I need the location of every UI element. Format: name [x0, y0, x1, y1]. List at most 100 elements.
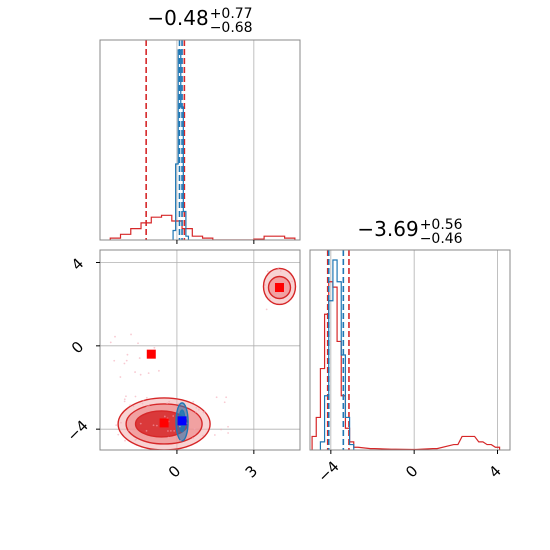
scatter-point	[146, 405, 149, 408]
title-param-1-value: −3.69	[357, 217, 419, 241]
axes-frame-b	[99, 249, 301, 451]
scatter-point	[279, 270, 282, 272]
scatter-point	[215, 396, 218, 399]
marker-series-0-0	[274, 283, 284, 292]
scatter-point	[266, 270, 269, 273]
scatter-point	[123, 400, 126, 403]
scatter-point	[125, 395, 127, 398]
scatter-point	[192, 400, 195, 403]
tick-label-p1-x-0: −4	[314, 457, 342, 485]
scatter-point	[197, 408, 200, 411]
scatter-point	[120, 421, 122, 424]
tick-label-p1-y-0: −4	[63, 417, 91, 445]
scatter-point	[113, 359, 116, 362]
marker-series-1-0	[177, 416, 187, 426]
scatter-point	[145, 396, 148, 399]
scatter-point	[114, 335, 116, 338]
scatter-point	[279, 292, 282, 295]
scatter-point	[158, 369, 160, 372]
title-param-0: −0.48 +0.77 −0.68	[110, 6, 290, 35]
scatter-point	[195, 406, 198, 409]
tick-label-p1-x-2: 4	[485, 462, 504, 481]
scatter-point	[277, 267, 280, 270]
scatter-point	[153, 346, 156, 349]
scatter-point	[152, 424, 155, 427]
scatter-point	[192, 437, 194, 440]
scatter-point	[141, 402, 144, 405]
scatter-point	[124, 439, 126, 442]
scatter-point	[130, 430, 133, 433]
scatter-point	[129, 404, 132, 407]
scatter-point	[132, 405, 135, 408]
histogram-panel-param-1: −4 0 4	[309, 249, 511, 486]
tick-label-p1-y-2: 4	[68, 254, 87, 273]
scatter-point	[170, 429, 172, 432]
scatter-point	[163, 415, 166, 418]
scatter-point	[283, 288, 286, 291]
title-param-0-minus: −0.68	[209, 19, 253, 36]
scatter-point	[268, 297, 271, 300]
histogram-p1-series-1	[319, 259, 355, 450]
scatter-point	[291, 280, 293, 283]
scatter-point	[139, 422, 142, 425]
title-param-0-plus: +0.77	[209, 5, 253, 22]
scatter-point	[172, 415, 175, 417]
scatter-point	[179, 425, 181, 428]
scatter-point	[227, 425, 229, 428]
axes-frame-c	[309, 249, 511, 451]
scatter-point	[166, 402, 169, 405]
scatter-point	[139, 373, 142, 376]
tick-label-p1-x-1: 0	[402, 462, 421, 481]
scatter-point	[117, 433, 120, 436]
scatter-point	[168, 400, 171, 403]
scatter-point	[194, 411, 197, 413]
scatter-point	[167, 430, 169, 432]
scatter-point	[134, 395, 137, 398]
histogram-p1-series-0	[311, 281, 501, 450]
scatter-point	[220, 428, 222, 431]
scatter-point	[213, 434, 216, 436]
scatter-point	[203, 410, 206, 413]
scatter-point	[119, 376, 122, 378]
contour-group	[109, 267, 297, 450]
scatter-panel-param-0-vs-param-1: 0 3 −4 0 4	[63, 249, 301, 481]
title-param-1-plus: +0.56	[419, 216, 463, 233]
marker-series-0-1	[146, 349, 156, 359]
histogram-p0-series-0	[109, 214, 296, 240]
tick-label-p1-y-1: 0	[68, 338, 87, 357]
scatter-point	[265, 308, 268, 311]
scatter-point	[193, 427, 196, 430]
scatter-point	[125, 359, 128, 362]
scatter-point	[128, 420, 131, 423]
scatter-point	[115, 424, 118, 427]
scatter-point	[155, 424, 158, 427]
scatter-point	[167, 436, 170, 439]
scatter-point	[142, 400, 145, 403]
scatter-point	[128, 429, 130, 432]
scatter-point	[202, 411, 205, 414]
scatter-point	[147, 372, 150, 375]
marker-series-0-2	[159, 418, 169, 428]
histogram-panel-param-0	[99, 39, 301, 244]
scatter-point	[276, 294, 279, 297]
scatter-point	[137, 342, 139, 345]
scatter-point	[126, 353, 129, 356]
scatter-point	[145, 429, 148, 432]
scatter-point	[264, 284, 266, 286]
title-param-0-value: −0.48	[147, 6, 209, 30]
scatter-point	[202, 434, 204, 437]
scatter-point	[109, 341, 112, 344]
scatter-point	[173, 429, 176, 432]
scatter-point	[193, 433, 196, 436]
tick-label-p0-0: 0	[165, 462, 184, 481]
title-param-1: −3.69 +0.56 −0.46	[320, 217, 500, 246]
scatter-point	[130, 333, 132, 336]
scatter-point	[123, 362, 126, 365]
scatter-point	[134, 439, 137, 441]
axes-frame-a	[99, 39, 301, 241]
scatter-point	[148, 404, 150, 407]
scatter-point	[138, 357, 141, 359]
tick-label-p0-1: 3	[242, 462, 261, 481]
scatter-point	[225, 396, 228, 399]
